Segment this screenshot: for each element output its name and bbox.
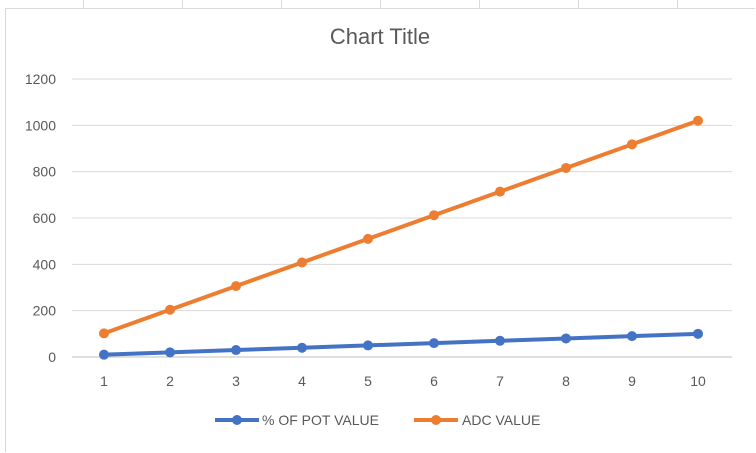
data-point[interactable] xyxy=(231,345,241,356)
y-tick-label: 800 xyxy=(33,164,57,180)
data-point[interactable] xyxy=(495,335,505,346)
y-tick-label: 1000 xyxy=(25,117,56,133)
x-tick-label: 2 xyxy=(166,373,174,389)
series-line[interactable] xyxy=(102,118,700,336)
x-tick-label: 7 xyxy=(496,373,504,389)
x-tick-label: 5 xyxy=(364,373,372,389)
x-axis-ticks: 1 2 3 4 5 6 7 8 9 10 xyxy=(100,373,706,389)
x-tick-label: 6 xyxy=(430,373,438,389)
data-point[interactable] xyxy=(165,304,175,315)
y-tick-label: 1200 xyxy=(25,71,56,87)
x-tick-label: 3 xyxy=(232,373,240,389)
legend-label: % OF POT VALUE xyxy=(262,412,379,428)
legend-label: ADC VALUE xyxy=(462,412,540,428)
legend[interactable]: % OF POT VALUE ADC VALUE xyxy=(215,412,540,428)
data-point[interactable] xyxy=(429,210,439,221)
y-axis-ticks: 0 200 400 600 800 1000 1200 xyxy=(25,71,56,365)
data-point[interactable] xyxy=(165,347,175,358)
data-point[interactable] xyxy=(363,340,373,351)
y-tick-label: 200 xyxy=(33,303,57,319)
x-tick-label: 1 xyxy=(100,373,108,389)
x-tick-label: 9 xyxy=(628,373,636,389)
x-tick-label: 4 xyxy=(298,373,306,389)
legend-item[interactable]: ADC VALUE xyxy=(414,412,540,428)
data-point[interactable] xyxy=(627,331,637,342)
data-point[interactable] xyxy=(297,342,307,353)
data-point[interactable] xyxy=(231,281,241,292)
series-adc-value xyxy=(99,115,703,339)
chart-area[interactable] xyxy=(5,8,755,452)
gridlines xyxy=(72,78,732,358)
y-tick-label: 400 xyxy=(33,256,57,272)
x-tick-label: 8 xyxy=(562,373,570,389)
chart-title[interactable]: Chart Title xyxy=(330,24,430,49)
data-point[interactable] xyxy=(99,349,109,360)
data-point[interactable] xyxy=(693,115,703,126)
data-point[interactable] xyxy=(627,139,637,150)
series-line[interactable] xyxy=(102,331,700,357)
data-point[interactable] xyxy=(297,257,307,268)
plot-series xyxy=(99,115,703,360)
legend-item[interactable]: % OF POT VALUE xyxy=(215,412,379,428)
legend-marker xyxy=(232,415,242,425)
data-point[interactable] xyxy=(429,338,439,349)
column-gridlines xyxy=(0,0,756,8)
data-point[interactable] xyxy=(693,328,703,339)
series-pot-value xyxy=(99,328,703,360)
data-point[interactable] xyxy=(561,162,571,173)
y-tick-label: 600 xyxy=(33,210,57,226)
data-point[interactable] xyxy=(495,186,505,197)
data-point[interactable] xyxy=(561,333,571,344)
data-point[interactable] xyxy=(363,233,373,244)
y-tick-label: 0 xyxy=(48,349,56,365)
x-tick-label: 10 xyxy=(690,373,706,389)
data-point[interactable] xyxy=(99,328,109,339)
legend-marker xyxy=(431,415,441,425)
